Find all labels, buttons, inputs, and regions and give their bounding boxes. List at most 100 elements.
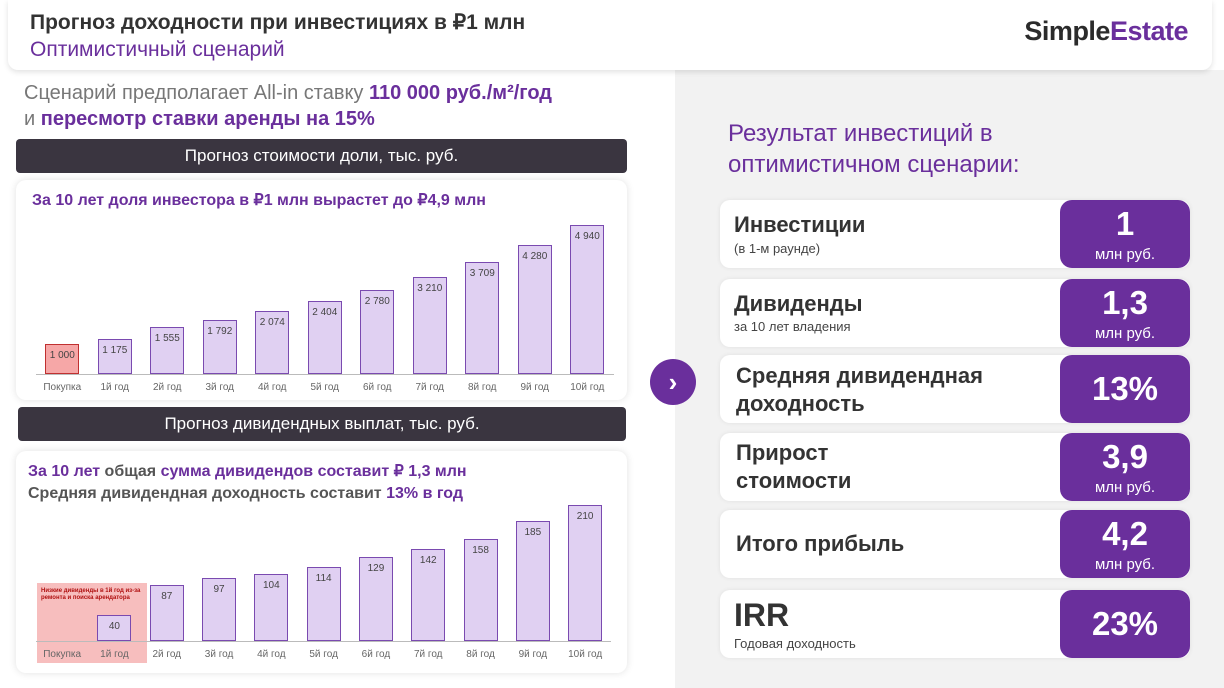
chart-bar <box>568 505 603 641</box>
chart-bar <box>515 521 550 641</box>
low-dividend-note: Низкие дивиденды в 1й год из-за ремонта … <box>41 588 141 601</box>
bar-value-label: 1 000 <box>49 349 75 361</box>
x-axis-label: Покупка <box>43 649 82 660</box>
chart2-headline-d: Средняя дивидендная доходность составит <box>28 485 387 502</box>
bar-value-label: 129 <box>367 563 385 575</box>
logo-part2: Estate <box>1109 16 1189 46</box>
intro-rate: 110 000 руб./м²/год <box>368 82 553 104</box>
bar-value-label: 104 <box>263 579 280 591</box>
chart-bar <box>463 538 498 641</box>
chart-baseline <box>36 641 612 642</box>
x-axis-label: 9й год <box>518 649 548 660</box>
chart-bar <box>358 557 393 641</box>
x-axis-label: 10й год <box>570 382 605 393</box>
result-label: Итого прибыль <box>736 531 905 556</box>
result-avg-yield: Средняя дивидендная доходность 13% <box>720 355 1190 423</box>
x-axis-label: 2й год <box>152 649 182 660</box>
chart-bar <box>97 338 132 374</box>
result-value: 23% <box>1091 605 1159 642</box>
bar-value-label: 2 404 <box>312 307 338 319</box>
chart-bar <box>150 327 185 374</box>
result-value-box: 1 млн руб. <box>1060 200 1190 268</box>
bar-value-label: 4 280 <box>522 250 548 262</box>
x-axis-label: 1й год <box>100 382 130 393</box>
x-axis-label: 10й год <box>568 649 603 660</box>
logo-part1: Simple <box>1024 16 1110 46</box>
results-title: Результат инвестиций в оптимистичном сце… <box>728 120 1020 178</box>
header: Прогноз доходности при инвестициях в ₽1 … <box>8 0 1212 70</box>
intro-text-2: и <box>24 108 41 130</box>
x-axis-label: 7й год <box>413 649 443 660</box>
x-axis-label: 6й год <box>362 382 392 393</box>
x-axis-label: 3й год <box>204 649 234 660</box>
x-axis-label: 9й год <box>520 382 550 393</box>
result-total-profit: Итого прибыль 4,2 млн руб. <box>720 510 1190 578</box>
result-unit: млн руб. <box>1094 325 1156 342</box>
next-chevron-button[interactable]: › <box>650 359 696 405</box>
x-axis-label: 4й год <box>257 649 286 660</box>
chart2-headline-c: сумма дивидендов составит ₽ 1,3 млн <box>160 463 467 480</box>
intro-text-1: Сценарий предполагает All-in ставку <box>24 82 369 104</box>
x-axis-label: 2й год <box>152 382 182 393</box>
chart-bar <box>412 277 447 374</box>
chart-bar <box>411 549 446 641</box>
bar-value-label: 185 <box>524 527 542 539</box>
bar-value-label: 97 <box>213 584 225 596</box>
scenario-intro: Сценарий предполагает All-in ставку 110 … <box>24 80 552 132</box>
chart1-header: Прогноз стоимости доли, тыс. руб. <box>16 139 627 173</box>
result-value: 1 <box>1115 205 1135 242</box>
result-value: 3,9 <box>1102 438 1148 475</box>
chart-bar <box>306 567 341 641</box>
bar-value-label: 114 <box>315 573 332 585</box>
bar-value-label: 2 780 <box>364 296 390 308</box>
chart2-header: Прогноз дивидендных выплат, тыс. руб. <box>18 407 626 441</box>
logo: SimpleEstate <box>1024 16 1188 47</box>
result-value-box: 4,2 млн руб. <box>1060 510 1190 578</box>
result-label: Дивиденды <box>734 291 863 316</box>
chart-bar <box>570 225 605 374</box>
result-investment: Инвестиции (в 1-м раунде) 1 млн руб. <box>720 200 1190 268</box>
chart-bar <box>45 343 80 374</box>
x-axis-label: 7й год <box>415 382 445 393</box>
result-unit: млн руб. <box>1094 479 1156 496</box>
chart-bar <box>202 578 237 641</box>
chart-bar <box>149 584 184 641</box>
page-title: Прогноз доходности при инвестициях в ₽1 … <box>30 11 526 34</box>
result-value: 13% <box>1091 370 1159 407</box>
result-growth: Прирост стоимости 3,9 млн руб. <box>720 433 1190 501</box>
chart-bar <box>202 319 237 374</box>
chevron-right-icon: › <box>668 366 678 397</box>
result-irr: IRR Годовая доходность 23% <box>720 590 1190 658</box>
chart-bar <box>517 244 552 374</box>
intro-revision: пересмотр ставки аренды на 15% <box>40 108 375 130</box>
result-dividends: Дивиденды за 10 лет владения 1,3 млн руб… <box>720 279 1190 347</box>
result-sub: за 10 лет владения <box>734 319 851 334</box>
result-value: 1,3 <box>1102 284 1148 321</box>
chart-baseline <box>36 374 614 375</box>
result-unit: млн руб. <box>1094 556 1156 573</box>
page-subtitle: Оптимистичный сценарий <box>30 38 285 61</box>
result-label: Прирост стоимости <box>736 440 852 493</box>
bar-value-label: 3 709 <box>469 268 495 280</box>
chart-bar <box>254 573 289 641</box>
result-sub: (в 1-м раунде) <box>734 241 821 256</box>
chart-bar <box>97 615 132 641</box>
bar-value-label: 40 <box>108 621 120 633</box>
result-value-box: 13% <box>1060 355 1190 423</box>
bar-value-label: 1 555 <box>154 333 180 345</box>
chart2-headline-b: общая <box>100 463 161 480</box>
result-unit: млн руб. <box>1094 246 1156 263</box>
bar-value-label: 4 940 <box>574 231 600 242</box>
result-label: Средняя дивидендная доходность <box>736 363 983 416</box>
result-value: 4,2 <box>1102 515 1148 552</box>
x-axis-label: 5й год <box>309 649 338 660</box>
x-axis-label: 6й год <box>361 649 391 660</box>
x-axis-label: 8й год <box>467 382 497 393</box>
result-value-box: 23% <box>1060 590 1190 658</box>
result-sub: Годовая доходность <box>734 636 856 651</box>
chart-bar <box>255 311 290 374</box>
bar-value-label: 158 <box>472 544 489 556</box>
chart2-headline-e: 13% в год <box>386 485 464 502</box>
bar-value-label: 142 <box>419 555 437 567</box>
result-label: IRR <box>734 597 790 633</box>
